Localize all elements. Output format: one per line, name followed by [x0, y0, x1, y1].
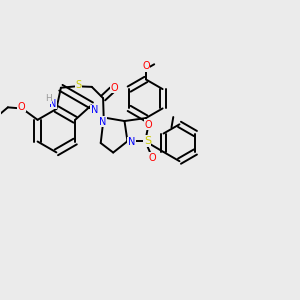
- Text: N: N: [99, 117, 107, 127]
- Text: H: H: [45, 94, 52, 103]
- Text: N: N: [128, 137, 135, 147]
- Text: O: O: [110, 83, 118, 93]
- Text: O: O: [148, 153, 156, 163]
- Text: O: O: [145, 120, 152, 130]
- Text: N: N: [49, 99, 56, 109]
- Text: O: O: [17, 102, 25, 112]
- Text: N: N: [91, 105, 98, 115]
- Text: O: O: [142, 61, 150, 71]
- Text: S: S: [76, 80, 82, 90]
- Text: S: S: [144, 136, 151, 146]
